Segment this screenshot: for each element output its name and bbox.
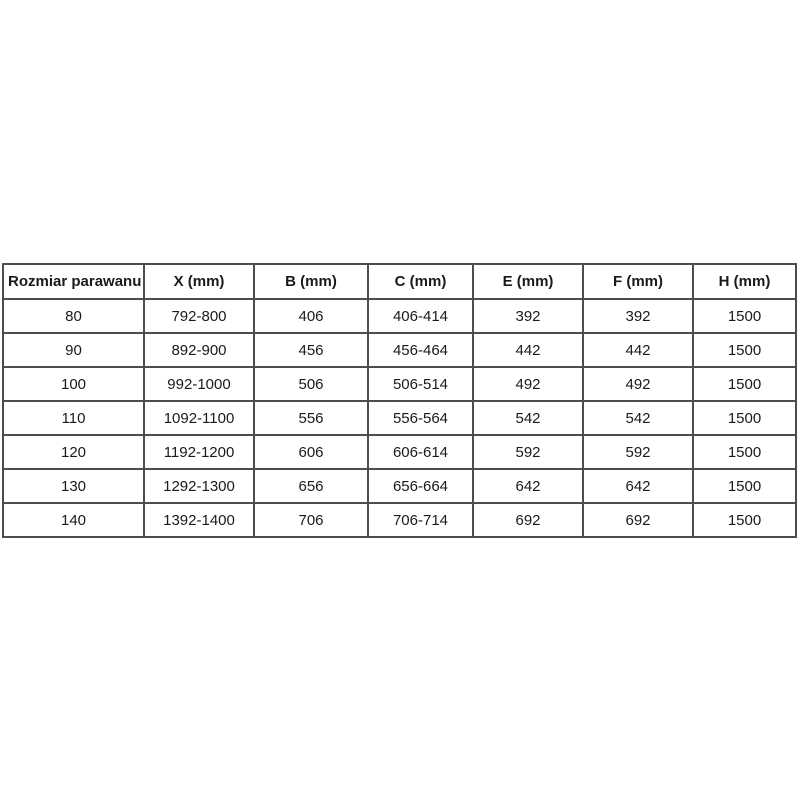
table-cell: 592	[582, 434, 694, 470]
column-header-c: C (mm)	[367, 263, 474, 300]
table-header-row: Rozmiar parawanu X (mm) B (mm) C (mm) E …	[2, 263, 797, 300]
table-cell: 1500	[692, 468, 797, 504]
table-cell: 1500	[692, 502, 797, 538]
table-cell: 892-900	[143, 332, 255, 368]
table-row: 120 1192-1200 606 606-614 592 592 1500	[2, 434, 797, 470]
table-row: 100 992-1000 506 506-514 492 492 1500	[2, 366, 797, 402]
table-cell: 542	[582, 400, 694, 436]
table-cell: 406	[253, 298, 369, 334]
table-cell: 706-714	[367, 502, 474, 538]
table-cell: 606-614	[367, 434, 474, 470]
table-cell: 592	[472, 434, 584, 470]
column-header-b: B (mm)	[253, 263, 369, 300]
table-cell: 1500	[692, 298, 797, 334]
table-cell: 642	[472, 468, 584, 504]
table-cell: 606	[253, 434, 369, 470]
table-cell: 1500	[692, 332, 797, 368]
table-cell: 492	[582, 366, 694, 402]
table-cell: 1392-1400	[143, 502, 255, 538]
table-cell: 792-800	[143, 298, 255, 334]
table-cell: 992-1000	[143, 366, 255, 402]
column-header-f: F (mm)	[582, 263, 694, 300]
table-cell: 642	[582, 468, 694, 504]
table-cell: 130	[2, 468, 145, 504]
table-cell: 1500	[692, 434, 797, 470]
table-cell: 442	[582, 332, 694, 368]
table-cell: 692	[472, 502, 584, 538]
table-cell: 706	[253, 502, 369, 538]
table-row: 130 1292-1300 656 656-664 642 642 1500	[2, 468, 797, 504]
table-cell: 506-514	[367, 366, 474, 402]
table-cell: 140	[2, 502, 145, 538]
table-cell: 1500	[692, 400, 797, 436]
table-cell: 1192-1200	[143, 434, 255, 470]
table-cell: 406-414	[367, 298, 474, 334]
table-row: 140 1392-1400 706 706-714 692 692 1500	[2, 502, 797, 538]
table-cell: 120	[2, 434, 145, 470]
table-row: 80 792-800 406 406-414 392 392 1500	[2, 298, 797, 334]
table-cell: 556	[253, 400, 369, 436]
table-cell: 556-564	[367, 400, 474, 436]
column-header-x: X (mm)	[143, 263, 255, 300]
table-cell: 1292-1300	[143, 468, 255, 504]
table-cell: 1092-1100	[143, 400, 255, 436]
table-cell: 90	[2, 332, 145, 368]
column-header-size: Rozmiar parawanu	[2, 263, 145, 300]
table-cell: 506	[253, 366, 369, 402]
table-cell: 692	[582, 502, 694, 538]
table-cell: 100	[2, 366, 145, 402]
table-cell: 542	[472, 400, 584, 436]
table-cell: 392	[472, 298, 584, 334]
table-cell: 656	[253, 468, 369, 504]
table-cell: 492	[472, 366, 584, 402]
table-cell: 80	[2, 298, 145, 334]
table-cell: 392	[582, 298, 694, 334]
table-cell: 442	[472, 332, 584, 368]
table-row: 90 892-900 456 456-464 442 442 1500	[2, 332, 797, 368]
table-cell: 1500	[692, 366, 797, 402]
table-cell: 110	[2, 400, 145, 436]
column-header-e: E (mm)	[472, 263, 584, 300]
table-cell: 456	[253, 332, 369, 368]
table-cell: 456-464	[367, 332, 474, 368]
table-cell: 656-664	[367, 468, 474, 504]
table-row: 110 1092-1100 556 556-564 542 542 1500	[2, 400, 797, 436]
dimensions-table: Rozmiar parawanu X (mm) B (mm) C (mm) E …	[2, 263, 797, 538]
column-header-h: H (mm)	[692, 263, 797, 300]
